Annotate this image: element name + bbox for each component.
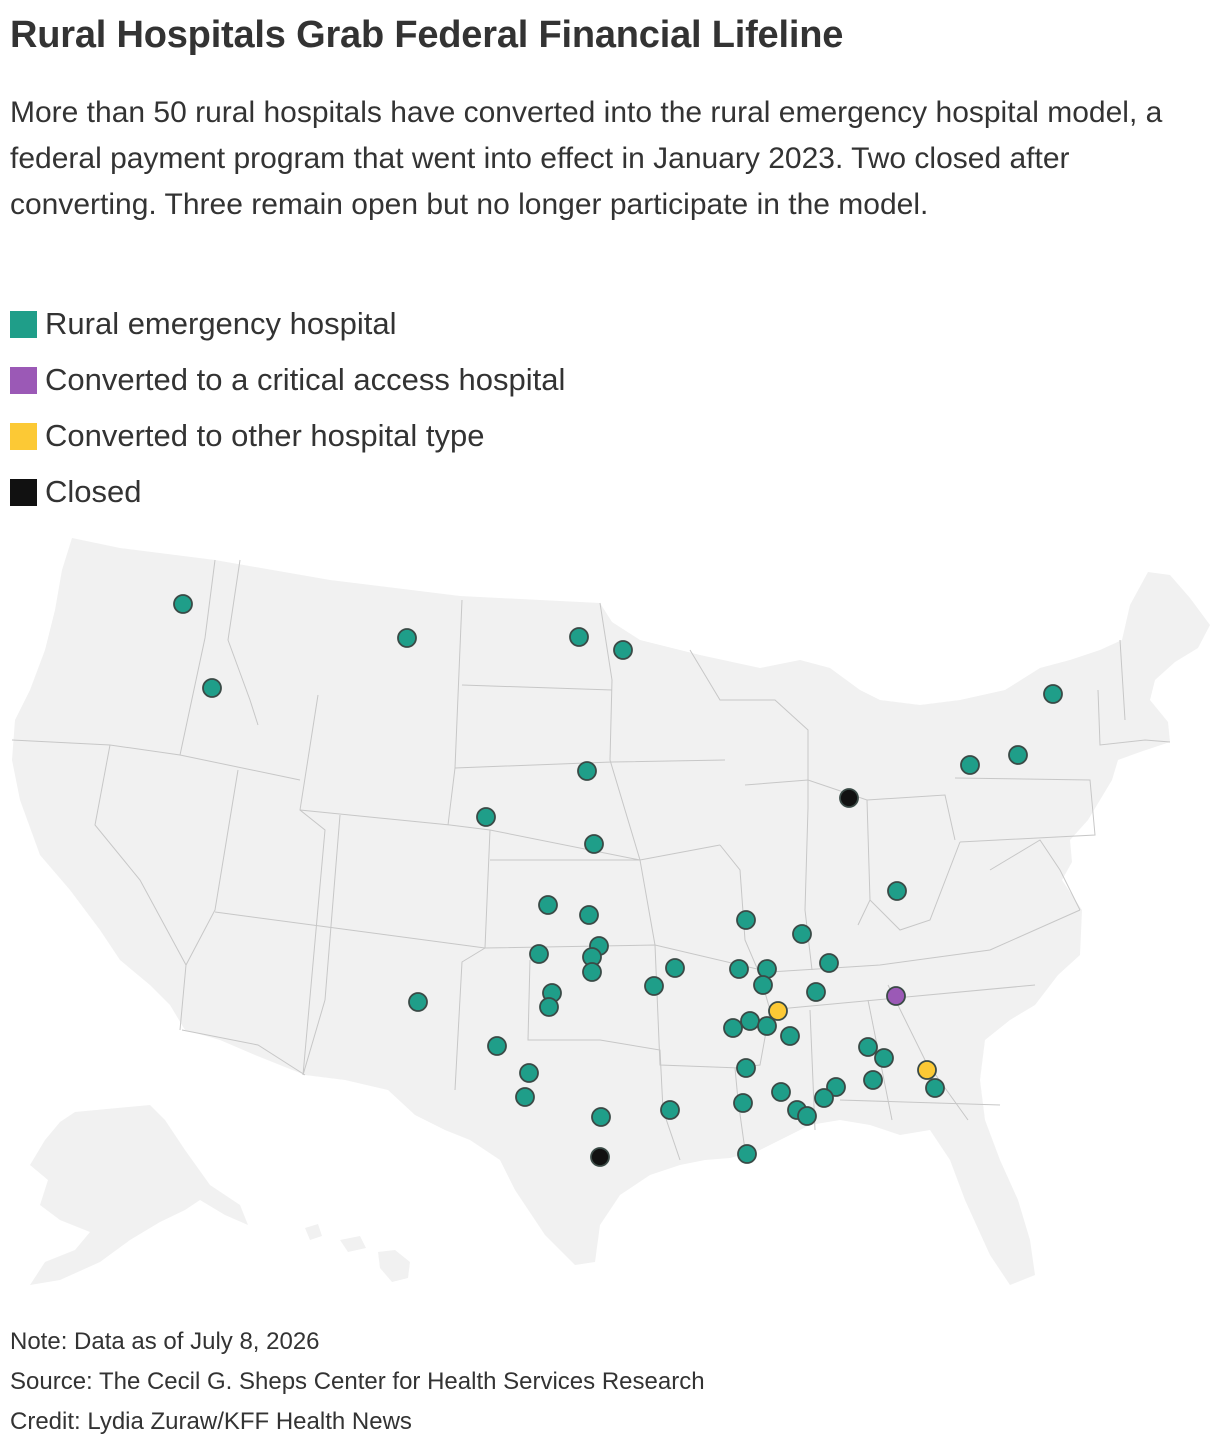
rural-emergency-marker[interactable] — [613, 640, 633, 660]
legend-label: Closed — [45, 474, 142, 509]
rural-emergency-marker[interactable] — [519, 1063, 539, 1083]
rural-emergency-marker[interactable] — [771, 1082, 791, 1102]
rural-emergency-marker[interactable] — [874, 1048, 894, 1068]
footer: Note: Data as of July 8, 2026 Source: Th… — [10, 1326, 705, 1446]
rural-emergency-marker[interactable] — [814, 1088, 834, 1108]
legend: Rural emergency hospital Converted to a … — [10, 296, 565, 520]
rural-emergency-marker[interactable] — [538, 895, 558, 915]
rural-emergency-marker[interactable] — [960, 755, 980, 775]
rural-emergency-marker[interactable] — [863, 1070, 883, 1090]
legend-item-rural-emergency: Rural emergency hospital — [10, 296, 565, 352]
land-shapes — [12, 538, 1210, 1285]
rural-emergency-marker[interactable] — [408, 992, 428, 1012]
rural-emergency-marker[interactable] — [660, 1100, 680, 1120]
rural-emergency-marker[interactable] — [858, 1037, 878, 1057]
rural-emergency-marker[interactable] — [723, 1018, 743, 1038]
rural-emergency-marker[interactable] — [591, 1107, 611, 1127]
rural-emergency-marker[interactable] — [539, 997, 559, 1017]
legend-label: Converted to other hospital type — [45, 418, 485, 453]
chart-title: Rural Hospitals Grab Federal Financial L… — [10, 14, 844, 56]
legend-item-closed: Closed — [10, 464, 565, 520]
rural-emergency-marker[interactable] — [792, 924, 812, 944]
rural-emergency-marker[interactable] — [487, 1036, 507, 1056]
rural-emergency-marker[interactable] — [925, 1078, 945, 1098]
rural-emergency-marker[interactable] — [665, 958, 685, 978]
rural-emergency-marker[interactable] — [397, 628, 417, 648]
rural-emergency-marker[interactable] — [797, 1106, 817, 1126]
us-map — [11, 538, 1210, 1285]
closed-marker[interactable] — [839, 788, 859, 808]
rural-emergency-marker[interactable] — [515, 1087, 535, 1107]
other-type-marker[interactable] — [917, 1060, 937, 1080]
closed-marker[interactable] — [590, 1147, 610, 1167]
rural-emergency-marker[interactable] — [740, 1011, 760, 1031]
rural-emergency-marker[interactable] — [584, 834, 604, 854]
rural-emergency-marker[interactable] — [806, 982, 826, 1002]
rural-emergency-marker[interactable] — [644, 976, 664, 996]
footer-credit: Credit: Lydia Zuraw/KFF Health News — [10, 1408, 412, 1435]
hawaii-shape — [305, 1224, 410, 1282]
rural-emergency-marker[interactable] — [753, 975, 773, 995]
rural-emergency-marker[interactable] — [780, 1026, 800, 1046]
legend-swatch-other-type — [10, 422, 37, 450]
rural-emergency-marker[interactable] — [736, 1058, 756, 1078]
legend-label: Converted to a critical access hospital — [45, 362, 566, 397]
rural-emergency-marker[interactable] — [476, 807, 496, 827]
rural-emergency-marker[interactable] — [577, 761, 597, 781]
rural-emergency-marker[interactable] — [173, 594, 193, 614]
footer-source: Source: The Cecil G. Sheps Center for He… — [10, 1368, 705, 1395]
rural-emergency-marker[interactable] — [736, 910, 756, 930]
legend-label: Rural emergency hospital — [45, 306, 397, 341]
rural-emergency-marker[interactable] — [1008, 745, 1028, 765]
rural-emergency-marker[interactable] — [569, 627, 589, 647]
rural-emergency-marker[interactable] — [757, 959, 777, 979]
rural-emergency-marker[interactable] — [887, 881, 907, 901]
rural-emergency-marker[interactable] — [529, 944, 549, 964]
other-type-marker[interactable] — [768, 1001, 788, 1021]
rural-emergency-marker[interactable] — [582, 962, 602, 982]
rural-emergency-marker[interactable] — [826, 1077, 846, 1097]
rural-emergency-marker[interactable] — [819, 953, 839, 973]
hospital-markers — [173, 594, 1063, 1167]
legend-item-other-type: Converted to other hospital type — [10, 408, 565, 464]
rural-emergency-marker[interactable] — [202, 678, 222, 698]
critical-access-marker[interactable] — [886, 986, 906, 1006]
rural-emergency-marker[interactable] — [579, 905, 599, 925]
legend-swatch-closed — [10, 478, 37, 506]
rural-emergency-marker[interactable] — [729, 959, 749, 979]
legend-swatch-critical-access — [10, 366, 37, 394]
footer-note: Note: Data as of July 8, 2026 — [10, 1328, 320, 1355]
chart-subtitle: More than 50 rural hospitals have conver… — [10, 96, 1163, 221]
rural-emergency-marker[interactable] — [1043, 684, 1063, 704]
rural-emergency-marker[interactable] — [737, 1144, 757, 1164]
legend-swatch-rural-emergency — [10, 310, 37, 338]
legend-item-critical-access: Converted to a critical access hospital — [10, 352, 565, 408]
rural-emergency-marker[interactable] — [757, 1016, 777, 1036]
contiguous-us-shape — [12, 538, 1210, 1285]
alaska-shape — [30, 1105, 248, 1285]
rural-emergency-marker[interactable] — [733, 1093, 753, 1113]
